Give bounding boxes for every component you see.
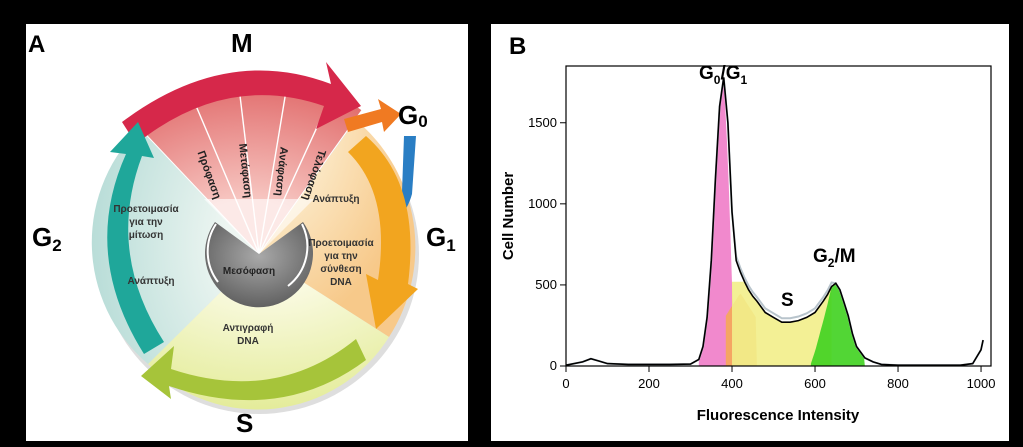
g2-prep-line3: μίτωση [129, 230, 163, 241]
interphase-label: Μεσόφαση [223, 266, 275, 277]
x-tick-label: 800 [887, 376, 909, 391]
dna-content-histogram: B 0 200 400 600 800 1000 0 500 1000 1500 Fluores… [500, 33, 996, 424]
s-arrow [141, 339, 366, 401]
s-text-line2: DNA [237, 336, 259, 347]
g2m-label-sub: 2 [828, 256, 835, 270]
g2m-peak-label: G2/M [813, 246, 856, 270]
x-axis-label: Fluorescence Intensity [697, 407, 860, 424]
m-arrow [122, 62, 361, 144]
plot-frame [565, 65, 992, 367]
g1-prep-line1: Προετοιμασία [308, 238, 374, 249]
g2-prep-line1: Προετοιμασία [113, 204, 179, 215]
g0-label-main: G [398, 100, 418, 130]
g1-arrow [348, 136, 418, 329]
g2m-fill [810, 283, 865, 366]
x-tick-label: 0 [562, 376, 569, 391]
g0-phase-label: G0 [398, 100, 428, 131]
y-tick-label: 1000 [528, 196, 557, 211]
histogram-panel: B 0 200 400 600 800 1000 0 500 1000 1500 Fluores… [491, 24, 1009, 441]
s-phase-label: S [236, 408, 253, 438]
m-phase-label: M [231, 28, 253, 58]
y-tick-label: 1500 [528, 115, 557, 130]
y-tick-label: 500 [535, 277, 557, 292]
s-peak-label: S [781, 290, 794, 311]
g2-label-sub: 2 [52, 236, 61, 255]
g1-prep-line3: σύνθεση [320, 264, 361, 275]
metaphase-label: Μετάφαση [236, 143, 254, 199]
g0g1-peak-label: G0/G1 [699, 63, 748, 87]
x-tick-label: 400 [721, 376, 743, 391]
cell-cycle-diagram: A M G0 G1 G2 S Πρόφαση Μετάφαση Ανάφαση … [28, 28, 456, 438]
g1-prep-line2: για την [324, 251, 358, 262]
g1-phase-label: G1 [426, 222, 456, 255]
g1-label-main: G [426, 222, 446, 252]
g0g1-label-sub0: 0 [714, 73, 721, 87]
center-notch [204, 199, 314, 254]
g0-label-sub: 0 [418, 112, 427, 131]
g2-growth-text: Ανάπτυξη [127, 276, 174, 287]
y-axis-label: Cell Number [500, 172, 517, 261]
x-tick-label: 200 [638, 376, 660, 391]
g0-return-arrow [382, 136, 416, 230]
s-fill [732, 281, 832, 366]
g2-phase-label: G2 [32, 222, 62, 255]
g1-prep-line4: DNA [330, 277, 352, 288]
g2m-label-g: G [813, 246, 828, 267]
g0g1-label-g1: /G [720, 63, 740, 84]
g2-prep-line2: για την [129, 217, 163, 228]
g0g1-label-g: G [699, 63, 714, 84]
anaphase-label: Ανάφαση [272, 146, 289, 197]
x-tick-label: 600 [804, 376, 826, 391]
g0-arrow [344, 99, 401, 132]
g2-label-main: G [32, 222, 52, 252]
core-arrow-right [287, 223, 309, 287]
y-axis-ticks: 0 500 1000 1500 [528, 115, 566, 373]
g1-growth-text: Ανάπτυξη [312, 194, 359, 205]
interphase-core [205, 222, 313, 308]
panel-a-letter: A [28, 31, 45, 58]
x-axis-ticks: 0 200 400 600 800 1000 [562, 366, 996, 391]
cell-cycle-panel: A M G0 G1 G2 S Πρόφαση Μετάφαση Ανάφαση … [26, 24, 468, 441]
g1-label-sub: 1 [446, 236, 455, 255]
x-tick-label: 1000 [967, 376, 996, 391]
g2-arrow [107, 122, 164, 354]
g2m-label-m: /M [834, 246, 855, 267]
panel-b-letter: B [509, 33, 526, 60]
core-arrow-left [206, 223, 219, 283]
s-text-line1: Αντιγραφή [223, 323, 274, 334]
y-tick-label: 0 [550, 358, 557, 373]
histogram-outline [565, 77, 984, 366]
g0g1-label-sub1: 1 [741, 73, 748, 87]
